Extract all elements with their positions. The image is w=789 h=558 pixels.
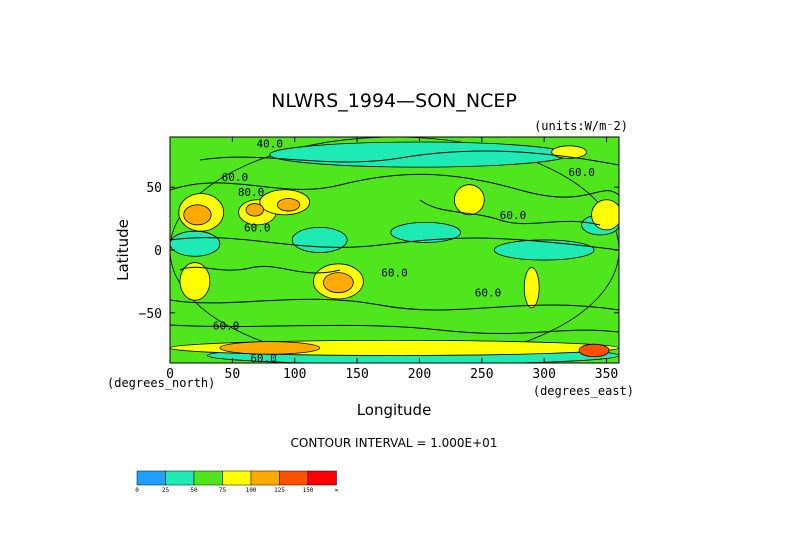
x-tick-label: 300 <box>532 367 555 382</box>
contour-label: 60.0 <box>213 319 240 332</box>
contour-region <box>493 239 595 261</box>
contour-line <box>170 298 619 311</box>
colorbar-tick-label: ∞ <box>335 487 339 494</box>
colorbar-swatch <box>222 470 252 486</box>
contour-line <box>419 199 601 226</box>
colorbar: 0 25 50 75 100 125 150 ∞ <box>135 470 339 494</box>
y-units-label: (degrees_north) <box>107 376 215 390</box>
contour-region <box>276 198 301 212</box>
colorbar-tick-label: 100 <box>246 487 257 494</box>
x-tick-label: 50 <box>225 367 241 382</box>
y-axis: −50 0 50 <box>139 181 619 322</box>
contour-line <box>199 150 619 166</box>
x-tick-label: 100 <box>283 367 306 382</box>
contour-interval-text: CONTOUR INTERVAL = 1.000E+01 <box>291 436 498 450</box>
contour-line <box>170 324 619 335</box>
x-units-label: (degrees_east) <box>533 384 634 398</box>
colorbar-tick-label: 125 <box>274 487 285 494</box>
x-tick-label: 350 <box>595 367 618 382</box>
contour-region <box>219 341 321 355</box>
contour-label: 80.0 <box>238 186 265 199</box>
x-tick-label: 150 <box>345 367 368 382</box>
contour-label: 40.0 <box>257 137 284 150</box>
contour-label: 60.0 <box>500 209 527 222</box>
contour-lines <box>170 150 619 335</box>
contour-region <box>551 145 587 159</box>
contour-label: 60.0 <box>244 221 271 234</box>
colorbar-swatch <box>165 470 195 486</box>
y-tick-label: −50 <box>139 307 162 322</box>
colorbar-tick-label: 75 <box>219 487 227 494</box>
contour-label: 60.0 <box>475 287 502 300</box>
contour-region <box>245 203 264 217</box>
contour-labels: 40.0 60.0 80.0 60.0 60.0 60.0 60.0 60.0 60.0 60.0 <box>213 137 595 365</box>
contour-region <box>578 343 610 358</box>
contour-line <box>170 173 619 198</box>
colorbar-tick-label: 150 <box>303 487 314 494</box>
x-axis: 0 50 100 150 200 250 300 350 <box>166 137 618 382</box>
contour-line <box>179 265 341 274</box>
colorbar-swatch <box>136 470 166 486</box>
contour-line <box>170 237 619 251</box>
y-tick-label: 50 <box>146 181 162 196</box>
colorbar-swatch <box>279 470 309 486</box>
contour-region <box>183 204 212 226</box>
contour-region <box>170 230 221 257</box>
contour-region <box>591 199 619 231</box>
colorbar-swatch <box>193 470 223 486</box>
contour-region <box>453 184 485 216</box>
y-axis-title: Latitude <box>114 219 132 281</box>
x-tick-label: 200 <box>408 367 431 382</box>
contour-region <box>523 267 540 309</box>
contour-region <box>179 262 211 301</box>
y-tick-label: 0 <box>154 244 162 259</box>
contour-label: 60.0 <box>568 166 595 179</box>
contour-region <box>390 221 462 243</box>
chart-title: NLWRS_1994—SON_NCEP <box>271 90 517 112</box>
x-tick-label: 250 <box>470 367 493 382</box>
colorbar-swatch <box>250 470 280 486</box>
x-tick-label: 0 <box>166 367 174 382</box>
contour-label: 60.0 <box>222 171 249 184</box>
contour-region <box>291 226 348 253</box>
units-label: (units:W/m⁻2) <box>534 119 628 133</box>
contour-label: 60.0 <box>381 267 408 280</box>
colorbar-tick-label: 50 <box>190 487 198 494</box>
colorbar-tick-label: 0 <box>135 487 139 494</box>
contour-region <box>323 272 354 294</box>
x-axis-title: Longitude <box>357 401 432 419</box>
colorbar-swatch <box>307 470 337 486</box>
contour-label: 60.0 <box>250 352 277 365</box>
colorbar-tick-label: 25 <box>162 487 170 494</box>
